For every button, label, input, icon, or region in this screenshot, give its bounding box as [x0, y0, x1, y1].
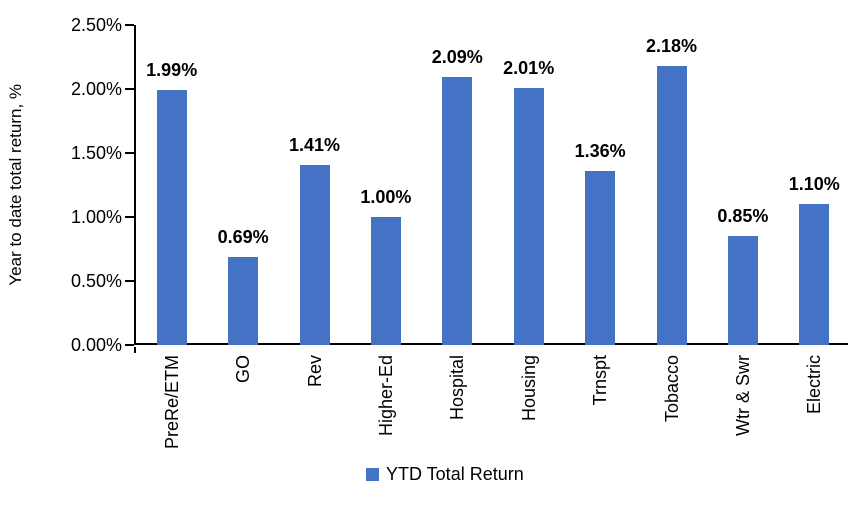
y-axis-title: Year to date total return, % — [2, 25, 30, 345]
bar-Higher-Ed — [370, 217, 401, 345]
y-tick-label: 1.50% — [70, 143, 122, 163]
bar-Hospital — [442, 77, 473, 345]
bar-value-label: 1.99% — [146, 60, 198, 80]
plot-area — [134, 25, 848, 345]
x-category-label: Tobacco — [661, 355, 682, 423]
y-tick-label: 1.00% — [70, 207, 122, 227]
bar-value-label: 2.01% — [503, 58, 555, 78]
y-tick-mark — [125, 88, 134, 90]
bar-PreRe/ETM — [156, 90, 187, 345]
bar-Housing — [513, 88, 544, 345]
x-category-label: GO — [233, 355, 254, 384]
bar-value-label: 2.09% — [431, 47, 483, 67]
y-tick-mark — [125, 152, 134, 154]
x-category-label: Wtr & Swr — [732, 355, 753, 436]
bar-value-label: 1.10% — [788, 174, 840, 194]
x-category-label: PreRe/ETM — [161, 355, 182, 450]
bar-value-label: 2.18% — [645, 36, 698, 56]
y-axis-title-text: Year to date total return, % — [6, 84, 25, 286]
bar-value-label: 0.69% — [217, 227, 269, 247]
bar-Trnspt — [585, 171, 616, 345]
x-axis-end-tick — [134, 347, 136, 353]
y-tick-label: 2.50% — [70, 15, 122, 35]
x-category-label: Electric — [804, 355, 825, 415]
bar-GO — [228, 257, 259, 345]
legend-label: YTD Total Return — [386, 464, 524, 484]
bar-value-label: 1.36% — [574, 141, 626, 161]
x-category-label: Higher-Ed — [375, 355, 396, 437]
y-tick-label: 2.00% — [70, 79, 122, 99]
y-tick-mark — [125, 24, 134, 26]
y-tick-mark — [125, 344, 134, 346]
y-tick-label: 0.00% — [70, 335, 122, 355]
x-category-label: Trnspt — [590, 355, 611, 406]
legend: YTD Total Return — [366, 464, 524, 485]
x-category-label: Rev — [304, 355, 325, 388]
legend-swatch-icon — [366, 468, 379, 481]
x-category-label: Housing — [518, 355, 539, 422]
bar-Electric — [799, 204, 830, 345]
bar-value-label: 0.85% — [717, 206, 769, 226]
y-tick-label: 0.50% — [70, 271, 122, 291]
bar-Rev — [299, 165, 330, 345]
bar-Tobacco — [656, 66, 687, 345]
y-tick-mark — [125, 280, 134, 282]
y-tick-mark — [125, 216, 134, 218]
bar-value-label: 1.41% — [288, 135, 341, 155]
bar-value-label: 1.00% — [360, 187, 412, 207]
x-category-label: Hospital — [447, 355, 468, 421]
bar-Wtr & Swr — [727, 236, 758, 345]
